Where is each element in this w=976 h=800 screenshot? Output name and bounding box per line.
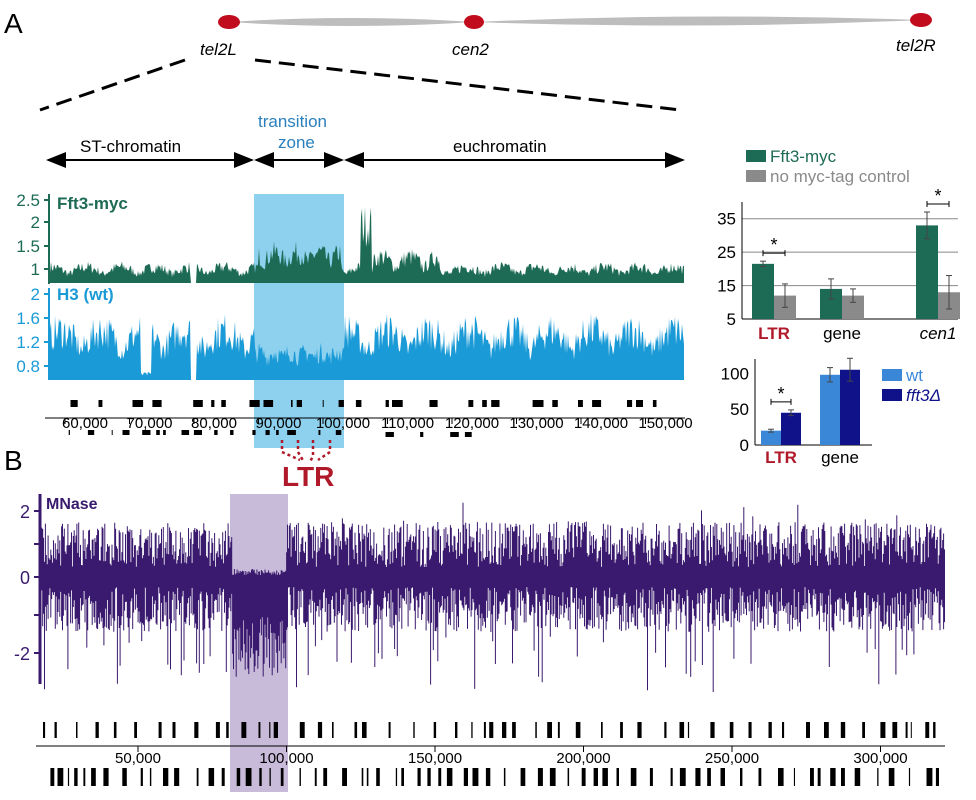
bar-cen1-0 <box>916 225 938 319</box>
transition-zone-highlight <box>254 194 344 448</box>
axis-b-tick-label: 300,000 <box>853 750 907 767</box>
bar-gene-1 <box>842 295 864 319</box>
bar-chart-y-tick: 50 <box>730 400 749 419</box>
bar-LTR-1 <box>781 412 801 445</box>
fft3-tick-label: 1.5 <box>16 237 40 256</box>
axis-a-tick-label: 150,000 <box>638 415 692 432</box>
h3-tick-label: 2 <box>31 285 40 304</box>
bar-category-label: LTR <box>758 324 790 343</box>
fft3-tick-label: 2 <box>31 213 40 232</box>
bar-gene-0 <box>820 288 842 319</box>
h3-track-label: H3 (wt) <box>57 285 114 304</box>
bar-LTR-0 <box>752 263 774 319</box>
gene-annotation-bottom <box>68 430 472 437</box>
euchromatin-label: euchromatin <box>453 137 547 156</box>
fft3-tick-label: 2.5 <box>16 191 40 210</box>
transition-zone-label-1: transition <box>258 112 327 131</box>
axis-a-tick-label: 90,000 <box>256 415 302 432</box>
h3-tick-label: 1.6 <box>16 309 40 328</box>
axis-b-tick-label: 50,000 <box>115 750 161 767</box>
mnase-tick-label: -2 <box>14 644 30 664</box>
chromosome-diagram: tel2L cen2 tel2R <box>39 13 936 112</box>
significance-star: * <box>770 235 777 255</box>
bar-chart-y-tick: 25 <box>717 243 736 262</box>
legend-mutant-label: fft3Δ <box>906 386 941 405</box>
bar-category-label: LTR <box>765 448 797 467</box>
telomere-left-marker <box>218 15 240 29</box>
gene-annotation-b-top <box>43 722 936 738</box>
fft3-track-label: Fft3-myc <box>57 194 128 213</box>
axis-b-tick-label: 100,000 <box>259 750 313 767</box>
fft3-track: Fft3-myc 2.5 2 1.5 1 <box>16 191 684 284</box>
legend-fft3-label: Fft3-myc <box>770 147 837 166</box>
axis-a-tick-label: 120,000 <box>445 415 499 432</box>
bar-chart-y-tick: 0 <box>740 436 749 455</box>
axis-a-tick-label: 130,000 <box>509 415 563 432</box>
axis-a-tick-label: 110,000 <box>381 415 434 432</box>
panel-b-label: B <box>4 445 23 476</box>
significance-star: * <box>934 186 941 206</box>
mnase-bar-chart: wt fft3Δ 100 50 0 * LTR gene <box>721 357 941 467</box>
axis-a-tick-label: 80,000 <box>191 415 237 432</box>
mnase-track: MNase 2 0 -2 <box>14 494 945 692</box>
legend-control-label: no myc-tag control <box>770 167 910 186</box>
bar-gene-1 <box>840 369 860 445</box>
coordinate-axis-b-labels: 50,000 100,000 150,000 200,000 250,000 300,00… <box>115 746 908 767</box>
telomere-right-marker <box>910 13 932 27</box>
gene-annotation-top <box>70 400 657 407</box>
legend-fft3-swatch <box>746 150 766 162</box>
legend-wt-label: wt <box>905 366 923 385</box>
axis-a-tick-label: 100,000 <box>316 415 370 432</box>
bar-category-label: gene <box>821 448 859 467</box>
bar-chart-y-tick: 15 <box>717 277 736 296</box>
bar-LTR-0 <box>761 430 781 445</box>
centromere-label: cen2 <box>452 40 489 59</box>
telomere-right-label: tel2R <box>896 36 936 55</box>
mnase-signal <box>39 502 945 692</box>
coordinate-axis-a-labels: 60,000 70,000 80,000 90,000 100,000 110,000 12… <box>62 415 693 432</box>
zoom-line-right <box>254 58 681 112</box>
h3-tick-label: 1.2 <box>16 333 40 352</box>
mnase-tick-label: 0 <box>20 568 30 588</box>
axis-a-tick-label: 60,000 <box>62 415 108 432</box>
gene-annotation-b-bottom <box>50 768 939 786</box>
region-arrows: ST-chromatin transition zone euchromatin <box>46 112 685 168</box>
significance-star: * <box>777 384 784 404</box>
zoom-line-left <box>39 58 186 112</box>
axis-b-tick-label: 200,000 <box>556 750 610 767</box>
bar-category-label: cen1 <box>920 324 957 343</box>
fft3-tick-label: 1 <box>31 260 40 279</box>
legend-control-swatch <box>746 170 766 182</box>
axis-b-tick-label: 150,000 <box>408 750 462 767</box>
fft3-signal <box>50 206 684 283</box>
telomere-left-label: tel2L <box>200 40 237 59</box>
ltr-callout: LTR <box>280 440 334 492</box>
h3-track: H3 (wt) 2 1.6 1.2 0.8 <box>16 285 684 380</box>
st-chromatin-label: ST-chromatin <box>80 137 181 156</box>
mnase-tick-label: 2 <box>20 502 30 522</box>
bar-chart-y-tick: 35 <box>717 210 736 229</box>
legend-mutant-swatch <box>882 389 902 401</box>
panel-a-label: A <box>4 8 23 39</box>
bar-chart-y-tick: 5 <box>727 310 736 329</box>
transition-zone-label-2: zone <box>278 133 315 152</box>
ltr-callout-label: LTR <box>282 461 334 492</box>
centromere-marker <box>464 15 484 29</box>
chip-bar-chart: Fft3-myc no myc-tag control 35 25 15 5 * LTR g… <box>717 147 960 343</box>
axis-b-tick-label: 250,000 <box>705 750 759 767</box>
h3-signal <box>50 312 684 380</box>
h3-tick-label: 0.8 <box>16 357 40 376</box>
axis-a-tick-label: 140,000 <box>574 415 628 432</box>
legend-wt-swatch <box>882 369 902 381</box>
bar-chart-y-tick: 100 <box>721 364 749 383</box>
bar-category-label: gene <box>823 324 861 343</box>
axis-a-tick-label: 70,000 <box>127 415 173 432</box>
mnase-track-label: MNase <box>46 496 98 513</box>
bar-gene-0 <box>820 374 840 445</box>
